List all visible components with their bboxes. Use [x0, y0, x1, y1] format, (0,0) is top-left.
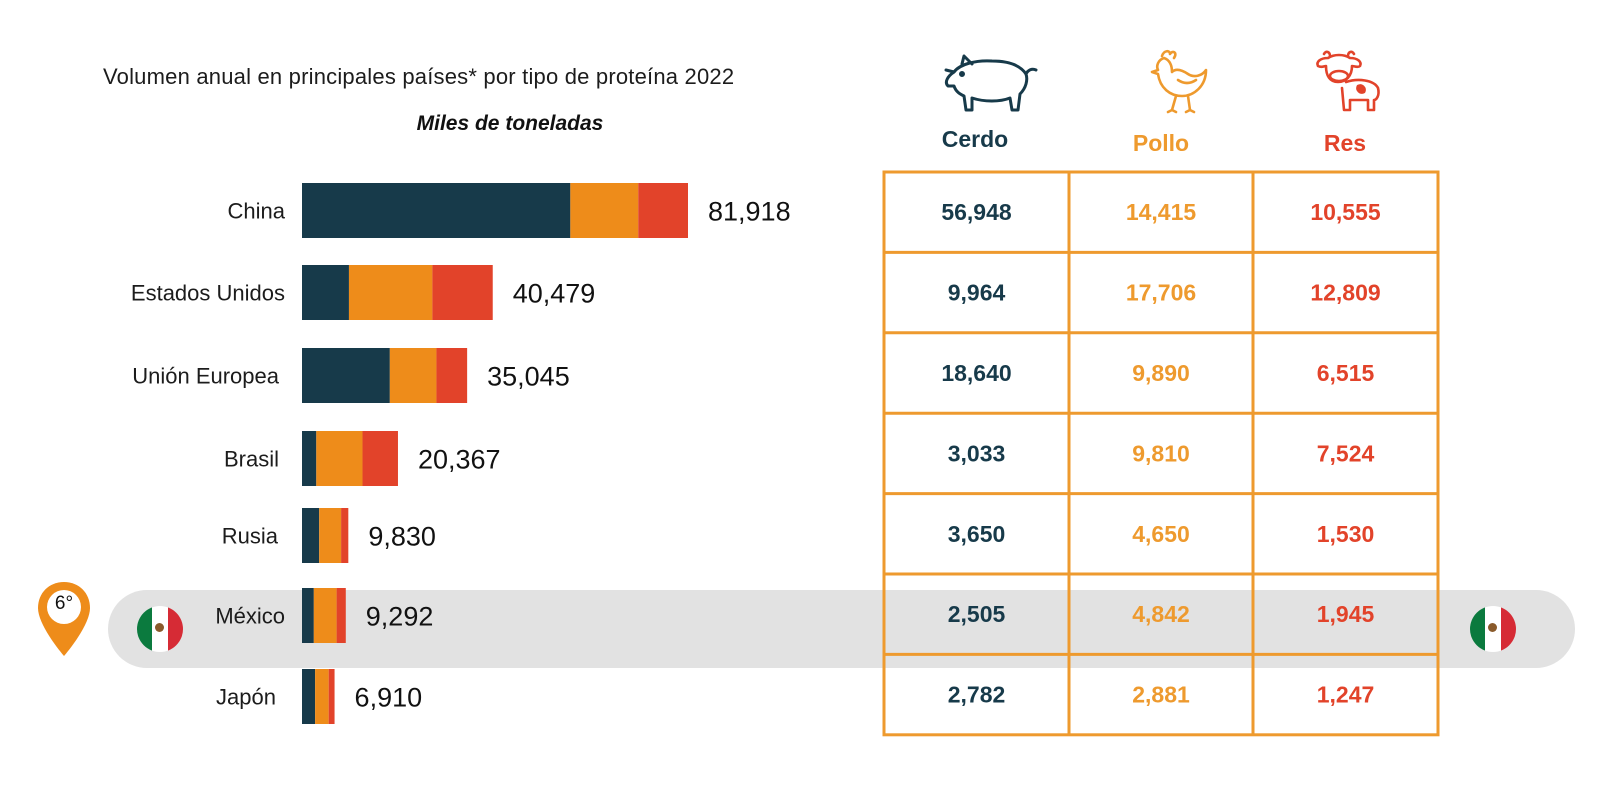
- table-cell-cerdo-2: 18,640: [941, 360, 1011, 386]
- country-label-5: México: [215, 604, 285, 629]
- chart-subtitle: Miles de toneladas: [416, 112, 604, 135]
- mexico-flag-icon: [137, 606, 183, 652]
- bar-pollo-5: [313, 588, 337, 643]
- table-cell-pollo-5: 4,842: [1132, 601, 1190, 627]
- total-label-4: 9,830: [368, 522, 436, 552]
- bar-cerdo-0: [302, 183, 571, 238]
- table-cell-pollo-1: 17,706: [1126, 280, 1196, 306]
- total-label-0: 81,918: [708, 197, 791, 227]
- table-header-cerdo: Cerdo: [941, 126, 1009, 152]
- bar-res-0: [638, 183, 688, 238]
- bar-pollo-1: [348, 265, 433, 320]
- chicken-icon: [1148, 48, 1212, 119]
- bar-pollo-2: [389, 348, 437, 403]
- rank-pin-icon: 6°: [36, 580, 92, 658]
- table-cell-cerdo-1: 9,964: [948, 280, 1006, 306]
- bar-cerdo-6: [302, 669, 316, 724]
- total-label-2: 35,045: [487, 362, 570, 392]
- bar-res-4: [341, 508, 349, 563]
- country-label-6: Japón: [216, 685, 276, 710]
- bar-res-6: [328, 669, 335, 724]
- table-cell-cerdo-5: 2,505: [948, 601, 1006, 627]
- bar-pollo-4: [319, 508, 342, 563]
- table-cell-pollo-0: 14,415: [1126, 199, 1197, 225]
- table-cell-pollo-2: 9,890: [1132, 360, 1190, 386]
- table-cell-cerdo-3: 3,033: [948, 440, 1006, 466]
- table-header-pollo: Pollo: [1132, 130, 1190, 156]
- total-label-5: 9,292: [366, 602, 434, 632]
- bar-cerdo-3: [302, 431, 317, 486]
- bar-cerdo-4: [302, 508, 320, 563]
- bar-pollo-3: [316, 431, 363, 486]
- table-cell-res-3: 7,524: [1317, 440, 1375, 466]
- bar-res-3: [362, 431, 398, 486]
- table-cell-res-2: 6,515: [1317, 360, 1375, 386]
- total-label-6: 6,910: [355, 683, 423, 713]
- table-cell-pollo-4: 4,650: [1132, 521, 1190, 547]
- table-cell-res-6: 1,247: [1317, 682, 1375, 708]
- total-label-1: 40,479: [513, 279, 596, 309]
- cow-icon: [1314, 48, 1384, 119]
- chart-title: Volumen anual en principales países* por…: [103, 64, 735, 89]
- table-cell-pollo-6: 2,881: [1132, 682, 1190, 708]
- table-cell-res-4: 1,530: [1317, 521, 1375, 547]
- bar-res-2: [436, 348, 468, 403]
- pig-icon: [940, 50, 1040, 119]
- country-label-4: Rusia: [222, 524, 279, 549]
- table-header-res: Res: [1323, 130, 1367, 156]
- country-label-1: Estados Unidos: [131, 281, 285, 306]
- bar-pollo-0: [570, 183, 639, 238]
- country-label-2: Unión Europea: [132, 364, 280, 389]
- table-cell-cerdo-0: 56,948: [941, 199, 1012, 225]
- bar-res-5: [336, 588, 346, 643]
- country-label-0: China: [228, 199, 286, 224]
- country-label-3: Brasil: [224, 447, 279, 472]
- mexico-flag-icon-right: [1470, 606, 1516, 652]
- table-cell-cerdo-4: 3,650: [948, 521, 1006, 547]
- bar-cerdo-5: [302, 588, 314, 643]
- table-cell-pollo-3: 9,810: [1132, 440, 1190, 466]
- rank-label: 6°: [54, 593, 74, 614]
- bar-cerdo-2: [302, 348, 390, 403]
- table-cell-res-1: 12,809: [1310, 280, 1380, 306]
- table-cell-cerdo-6: 2,782: [948, 682, 1006, 708]
- bar-pollo-6: [315, 669, 329, 724]
- bar-cerdo-1: [302, 265, 349, 320]
- table-cell-res-5: 1,945: [1317, 601, 1375, 627]
- bar-res-1: [432, 265, 493, 320]
- table-cell-res-0: 10,555: [1310, 199, 1381, 225]
- table-border: [882, 170, 1440, 737]
- total-label-3: 20,367: [418, 445, 501, 475]
